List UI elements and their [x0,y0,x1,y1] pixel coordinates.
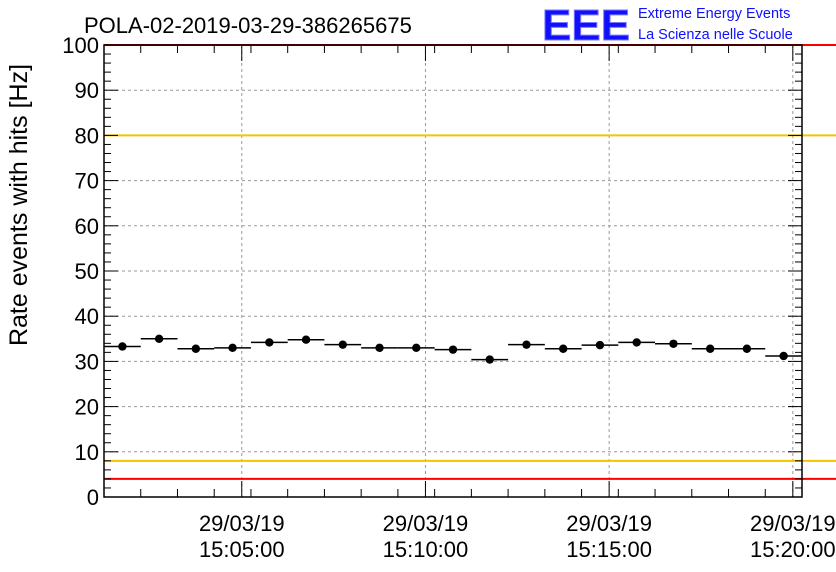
data-point-12 [544,344,582,353]
point-marker-3 [228,343,237,353]
xtick-date-3: 29/03/19 [750,511,836,536]
xtick-time-1: 15:10:00 [383,537,469,562]
data-point-0 [104,342,141,351]
data-point-4 [250,338,288,347]
point-marker-11 [522,340,531,349]
data-point-1 [140,334,178,343]
data-point-16 [691,344,729,353]
eee-logo: EEE Extreme Energy Events La Scienza nel… [542,1,793,51]
reference-lines [104,44,836,480]
point-marker-18 [779,351,788,361]
point-marker-1 [154,334,164,343]
point-marker-5 [301,335,311,344]
ytick-label-100: 100 [62,33,99,58]
ytick-label-60: 60 [75,214,99,239]
point-marker-16 [705,344,715,353]
point-marker-0 [118,342,127,351]
point-marker-15 [669,339,678,348]
logo-line-1: Extreme Energy Events [638,6,790,22]
xtick-time-2: 15:15:00 [566,537,652,562]
data-point-15 [655,339,692,348]
xtick-date-0: 29/03/19 [199,511,285,536]
ytick-label-0: 0 [87,485,99,510]
ytick-label-10: 10 [75,440,99,465]
logo-line-2: La Scienza nelle Scuole [638,27,793,43]
x-tick-labels: 29/03/1915:05:0029/03/1915:10:0029/03/19… [199,511,836,562]
data-point-6 [324,340,362,349]
data-point-2 [177,344,215,353]
point-marker-10 [485,355,494,364]
point-marker-13 [595,340,605,350]
xtick-date-1: 29/03/19 [383,511,469,536]
ytick-label-30: 30 [75,349,99,374]
logo-eee-text: EEE [542,1,630,50]
ytick-label-50: 50 [75,259,99,284]
point-marker-6 [338,340,347,349]
data-point-7 [361,343,398,353]
xtick-date-2: 29/03/19 [566,511,652,536]
data-point-10 [471,355,509,364]
point-marker-2 [191,344,201,353]
point-marker-17 [742,344,752,353]
y-axis-label: Rate events with hits [Hz] [5,64,33,346]
point-marker-9 [448,345,458,354]
data-point-14 [618,338,656,347]
point-marker-7 [375,343,384,353]
data-point-5 [287,335,325,344]
chart-title: POLA-02-2019-03-29-386265675 [84,13,412,38]
data-point-11 [508,340,545,349]
point-marker-12 [559,344,568,353]
data-point-18 [765,351,802,361]
ytick-label-40: 40 [75,304,99,329]
ytick-label-70: 70 [75,169,99,194]
ytick-label-90: 90 [75,78,99,103]
grid [104,45,802,497]
ytick-label-80: 80 [75,123,99,148]
xtick-time-0: 15:05:00 [199,537,285,562]
xtick-time-3: 15:20:00 [750,537,836,562]
data-point-17 [728,344,766,353]
axes [103,44,803,498]
ytick-label-20: 20 [75,395,99,420]
point-marker-4 [265,338,274,347]
point-marker-8 [412,343,421,353]
point-marker-14 [632,338,641,347]
data-points [104,334,802,364]
data-point-3 [214,343,251,353]
data-point-8 [397,343,435,353]
data-point-9 [434,345,472,354]
data-point-13 [581,340,619,350]
y-tick-labels: 0 10 20 30 40 50 60 70 80 90 100 [62,33,99,510]
